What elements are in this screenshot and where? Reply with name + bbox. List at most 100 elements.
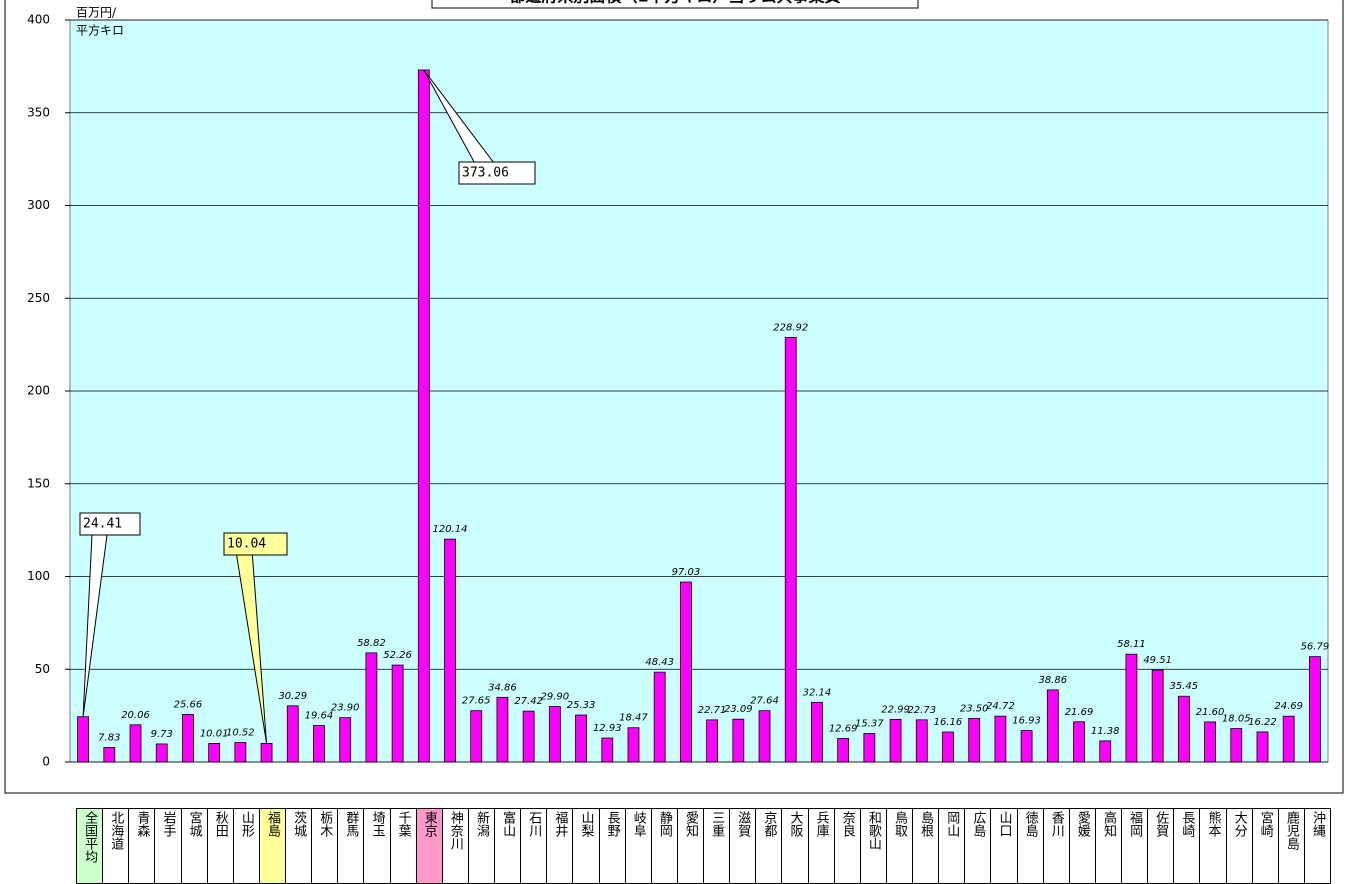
category-label: 青森: [128, 808, 156, 884]
chart-title: 都道府県別面積（1平方キロ）当り公共事業費: [508, 0, 840, 6]
data-label: 11.38: [1091, 726, 1120, 737]
bar: [1151, 669, 1164, 763]
bar: [837, 738, 850, 763]
category-label: 富山: [494, 808, 522, 884]
data-label: 29.90: [541, 692, 570, 703]
bar: [313, 725, 325, 763]
category-label: 高知: [1094, 808, 1122, 884]
data-label: 7.83: [98, 732, 120, 743]
bar: [994, 715, 1007, 763]
data-label: 23.09: [724, 704, 753, 715]
category-label: 新潟: [467, 808, 495, 884]
category-label: 静岡: [650, 808, 678, 884]
y-tick-label: 300: [27, 198, 50, 212]
data-label: 25.33: [567, 700, 596, 711]
category-label: 兵庫: [807, 808, 835, 884]
data-label: 18.05: [1222, 714, 1251, 725]
bar: [653, 671, 666, 763]
bar: [627, 727, 640, 763]
y-tick-label: 100: [27, 569, 50, 583]
category-label: 福井: [546, 808, 574, 884]
bar: [968, 718, 981, 763]
y-tick-label: 0: [42, 755, 50, 769]
category-label: 千葉: [389, 808, 417, 884]
bar: [77, 716, 90, 763]
data-label: 52.26: [383, 650, 412, 661]
title-box: [431, 0, 919, 9]
category-label: 鹿児島: [1277, 808, 1305, 884]
category-label: 宮崎: [1251, 808, 1279, 884]
data-label: 58.82: [357, 638, 386, 649]
data-label: 24.69: [1274, 701, 1303, 712]
category-label: 福岡: [1121, 808, 1149, 884]
category-label: 山形: [232, 808, 260, 884]
data-label: 97.03: [672, 567, 701, 578]
bar: [496, 696, 509, 763]
category-label: 佐賀: [1147, 808, 1175, 884]
bar: [1230, 728, 1243, 763]
data-label: 49.51: [1143, 655, 1172, 666]
y-axis-label: 平方キロ: [76, 23, 124, 38]
data-label: 32.14: [803, 687, 832, 698]
category-label: 北海道: [102, 808, 130, 884]
bar: [889, 718, 902, 763]
category-label: 広島: [964, 808, 992, 884]
chart: 0 50 100 150 200 250 300 350 400 百万円/平方キロ 都道府県別面積（…: [4, 0, 1344, 794]
category-label: 香川: [1042, 808, 1070, 884]
data-label: 24.41: [83, 517, 122, 532]
category-label: 東京: [415, 808, 443, 884]
data-label: 120.14: [433, 524, 468, 535]
data-label: 27.65: [462, 696, 491, 707]
category-label: 群馬: [337, 808, 365, 884]
category-label: 大阪: [781, 808, 809, 884]
bar: [103, 747, 116, 763]
category-label: 全国平均: [76, 808, 104, 884]
category-label: 埼玉: [363, 808, 391, 884]
category-label: 熊本: [1199, 808, 1227, 884]
bar: [1282, 715, 1295, 763]
category-label: 神奈川: [441, 808, 469, 884]
bar: [260, 742, 273, 763]
bar: [470, 710, 483, 763]
data-label: 22.71: [698, 705, 727, 716]
bar: [286, 705, 299, 763]
category-label: 秋田: [206, 808, 234, 884]
bar: [339, 717, 352, 763]
data-label: 24.72: [986, 701, 1015, 712]
data-label: 15.37: [855, 718, 884, 729]
bar: [1099, 740, 1112, 763]
data-label: 373.06: [462, 166, 509, 181]
bar: [1073, 721, 1085, 763]
bar: [863, 733, 876, 763]
category-label: 石川: [520, 808, 548, 884]
data-label: 22.99: [881, 704, 910, 715]
data-label: 10.01: [200, 728, 229, 739]
category-label: 鳥取: [885, 808, 913, 884]
y-tick-label: 250: [27, 291, 50, 305]
category-label: 徳島: [1016, 808, 1044, 884]
data-label: 34.86: [488, 682, 517, 693]
bar: [208, 743, 221, 763]
callout-box: [223, 532, 288, 556]
bar: [1020, 730, 1033, 763]
data-label: 25.66: [174, 699, 203, 710]
category-label: 愛媛: [1068, 808, 1096, 884]
data-label: 56.79: [1301, 642, 1330, 653]
data-label: 228.92: [773, 322, 808, 333]
category-label: 大分: [1225, 808, 1253, 884]
bar: [601, 737, 614, 763]
category-label: 滋賀: [729, 808, 757, 884]
y-tick-label: 350: [27, 105, 50, 119]
category-label: 岩手: [154, 808, 182, 884]
data-label: 9.73: [151, 729, 173, 740]
data-label: 16.93: [1012, 716, 1041, 727]
bar: [417, 69, 430, 763]
category-label: 宮城: [180, 808, 208, 884]
bar: [155, 743, 168, 763]
bar: [732, 718, 745, 763]
bar: [942, 731, 954, 763]
y-axis-label: 百万円/: [76, 6, 117, 20]
category-label: 和歌山: [859, 808, 887, 884]
category-label: 京都: [755, 808, 783, 884]
